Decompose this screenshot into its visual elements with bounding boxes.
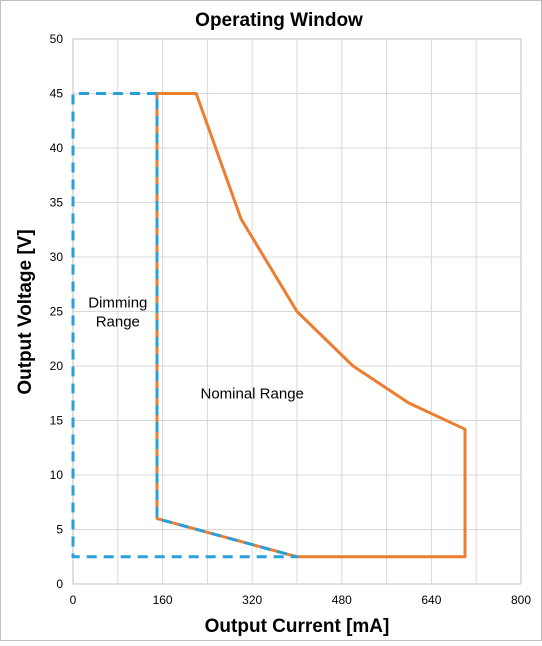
x-tick-label: 480 xyxy=(332,593,352,607)
x-tick-label: 640 xyxy=(421,593,441,607)
x-tick-label: 0 xyxy=(70,593,77,607)
y-tick-label: 45 xyxy=(50,87,64,101)
y-tick-label: 35 xyxy=(50,196,64,210)
x-tick-label: 160 xyxy=(153,593,173,607)
x-tick-label: 320 xyxy=(242,593,262,607)
y-axis-title: Output Voltage [V] xyxy=(15,229,36,394)
y-tick-label: 30 xyxy=(50,250,64,264)
y-axis-ticks: 0 5 10 15 20 25 30 35 40 45 50 xyxy=(50,32,64,591)
series-lines xyxy=(71,92,467,559)
dimming-range-line xyxy=(71,92,299,559)
y-tick-label: 40 xyxy=(50,141,64,155)
dimming-range-label: Dimming Range xyxy=(88,295,147,331)
x-axis-title: Output Current [mA] xyxy=(205,616,390,637)
x-tick-label: 800 xyxy=(511,593,531,607)
y-tick-label: 0 xyxy=(56,577,63,591)
y-tick-label: 10 xyxy=(50,468,64,482)
y-tick-label: 20 xyxy=(50,359,64,373)
chart-title: Operating Window xyxy=(195,10,363,31)
annotations: Dimming Range Nominal Range xyxy=(88,295,304,403)
y-tick-label: 25 xyxy=(50,305,64,319)
y-tick-label: 15 xyxy=(50,414,64,428)
y-tick-label: 5 xyxy=(56,523,63,537)
x-axis-ticks: 0 160 320 480 640 800 xyxy=(70,593,532,607)
y-tick-label: 50 xyxy=(50,32,64,46)
nominal-range-label: Nominal Range xyxy=(201,385,304,402)
